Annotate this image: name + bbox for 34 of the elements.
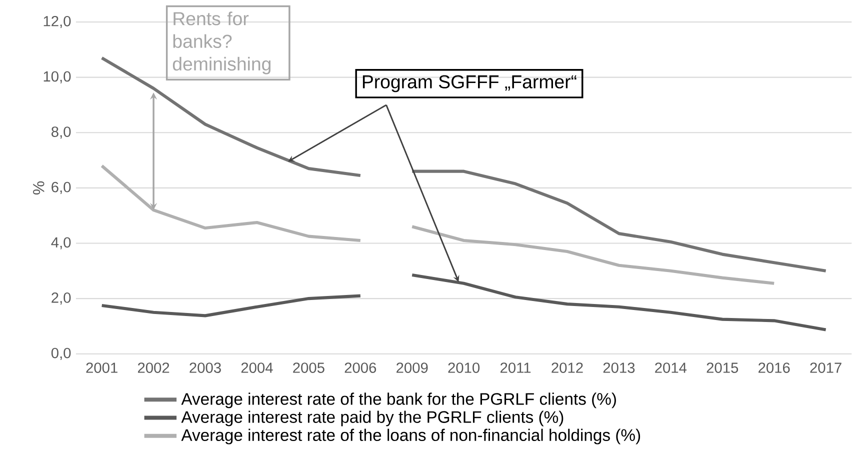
- y-tick-label: 8,0: [52, 126, 71, 139]
- x-tick-label: 2004: [241, 362, 273, 374]
- y-axis-title: %: [33, 181, 44, 195]
- x-tick-label: 2014: [655, 362, 687, 374]
- legend-label: Average interest rate of the loans of non-financial holdings (%): [181, 428, 640, 444]
- y-tick-label: 6,0: [52, 182, 71, 194]
- y-tick-label: 4,0: [51, 237, 71, 250]
- line-series: [410, 170, 828, 273]
- line-series: [100, 56, 362, 178]
- x-tick-label: 2012: [552, 362, 583, 374]
- x-tick-label: 2001: [86, 362, 118, 374]
- x-tick-label: 2013: [603, 362, 635, 374]
- line-series: [100, 294, 362, 318]
- x-tick-label: 2003: [190, 362, 221, 374]
- legend-label: Average interest rate of the bank for the PGRLF clients (%): [181, 392, 616, 408]
- x-tick-label: 2016: [758, 362, 790, 374]
- x-tick-label: 2009: [396, 362, 428, 374]
- y-tick-label: 10,0: [44, 71, 71, 84]
- line-series: [100, 164, 362, 242]
- annotation: Rents for banks? deminishing: [172, 12, 270, 74]
- legend-label: Average interest rate paid by the PGRLF clients (%): [181, 410, 564, 426]
- line-series: [410, 225, 776, 285]
- x-tick-label: 2006: [344, 362, 376, 374]
- y-tick-label: 2,0: [52, 292, 71, 305]
- x-tick-label: 2015: [706, 362, 738, 374]
- x-tick-label: 2017: [810, 362, 842, 374]
- annotation: Program SGFFF „Farmer“: [362, 75, 576, 92]
- y-tick-label: 0,0: [51, 348, 71, 360]
- x-tick-label: 2002: [138, 362, 170, 374]
- line-series: [410, 274, 828, 332]
- x-tick-label: 2010: [448, 362, 480, 374]
- x-tick-label: 2005: [293, 362, 324, 374]
- x-tick-label: 2011: [500, 362, 531, 374]
- y-tick-label: 12,0: [44, 16, 71, 28]
